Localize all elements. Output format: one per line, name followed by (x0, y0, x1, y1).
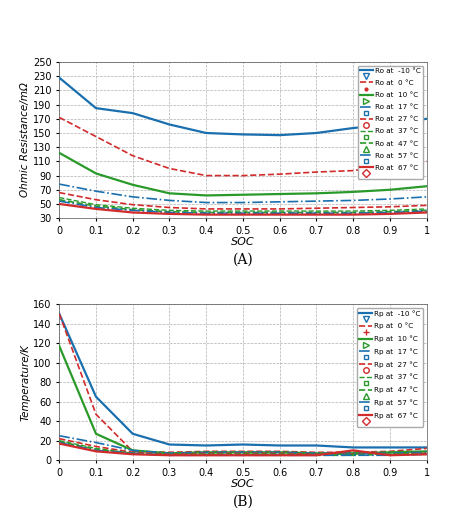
Text: (A): (A) (233, 252, 253, 266)
Legend: Rp at  -10 °C, , Rp at  0 °C, , Rp at  10 °C, , Rp at  17 °C, , Rp at  27 °C, , : Rp at -10 °C, , Rp at 0 °C, , Rp at 10 °… (357, 308, 423, 427)
Legend: Ro at  -10 °C, , Ro at  0 °C, , Ro at  10 °C, , Ro at  17 °C, , Ro at  27 °C, , : Ro at -10 °C, , Ro at 0 °C, , Ro at 10 °… (357, 66, 423, 179)
Y-axis label: Temperature/K: Temperature/K (20, 344, 30, 420)
Text: (B): (B) (232, 494, 254, 509)
X-axis label: SOC: SOC (231, 237, 255, 247)
X-axis label: SOC: SOC (231, 479, 255, 489)
Y-axis label: Ohmic Resistance/mΩ: Ohmic Resistance/mΩ (20, 83, 30, 197)
